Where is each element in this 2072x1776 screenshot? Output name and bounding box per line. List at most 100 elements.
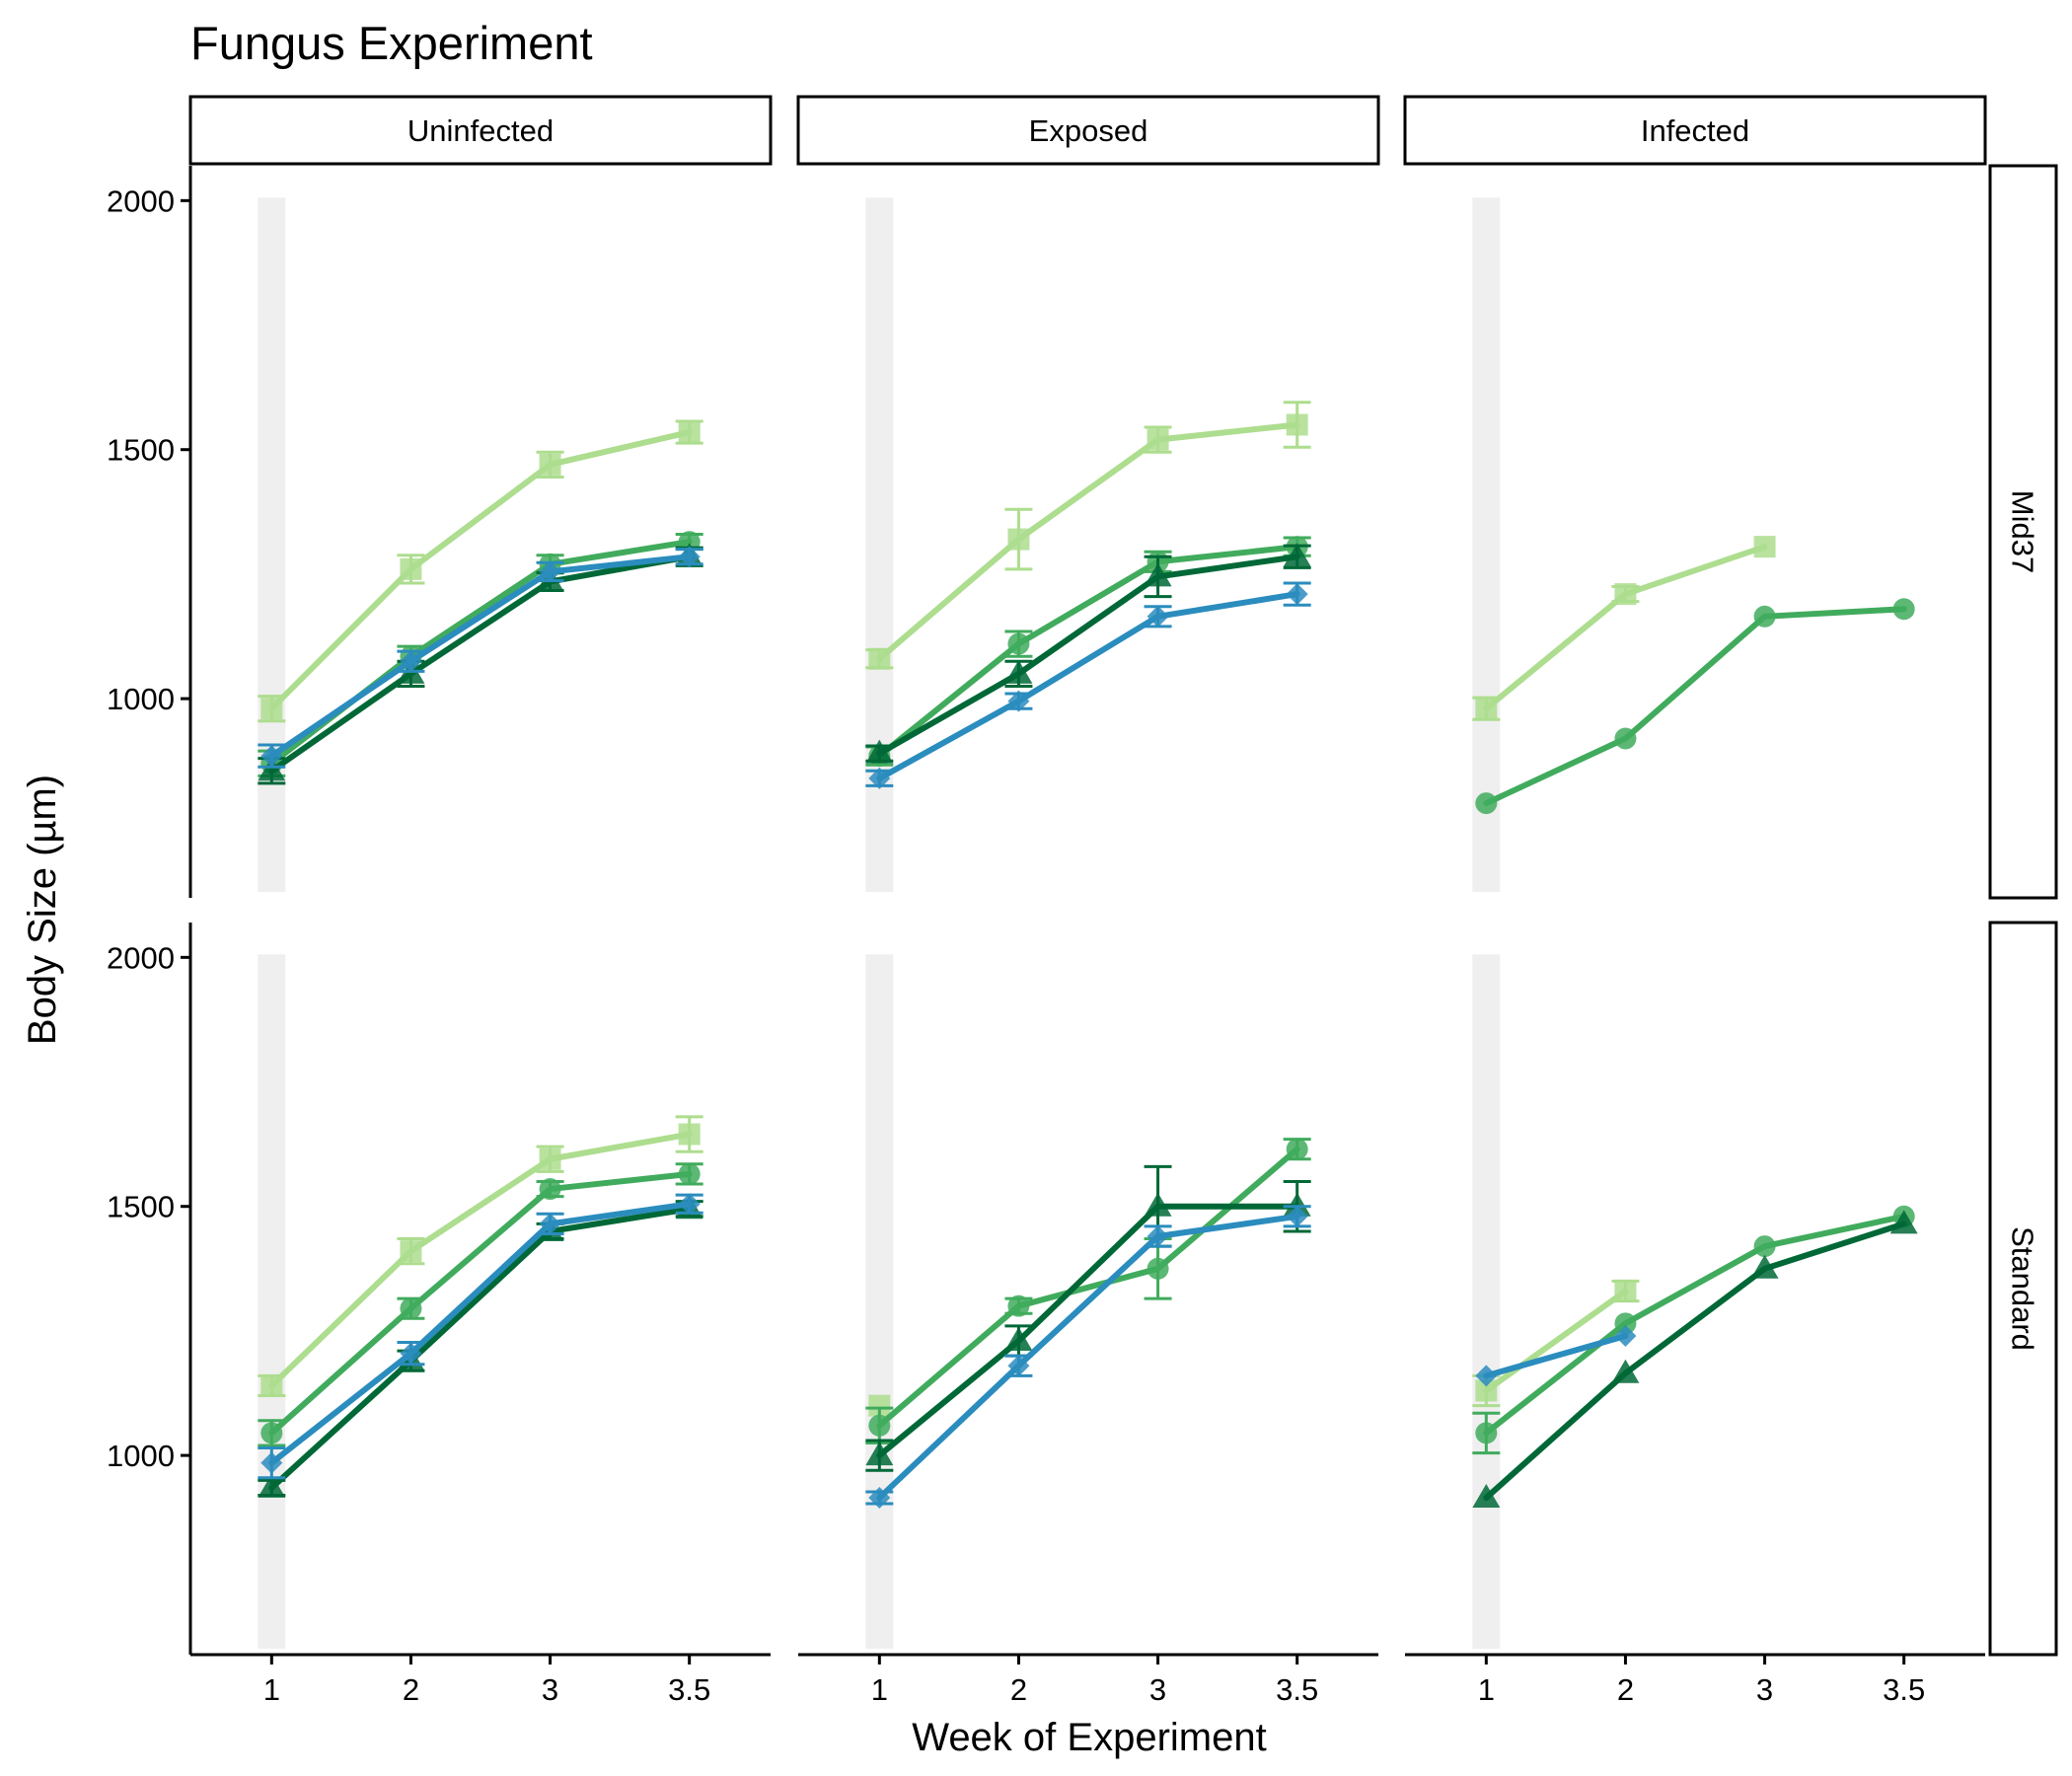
series-line <box>876 1203 1300 1459</box>
data-point-square <box>260 698 283 720</box>
data-point-square <box>1286 413 1308 436</box>
data-point-diamond <box>539 1213 561 1235</box>
data-point-diamond <box>678 546 701 568</box>
highlight-band <box>258 197 286 893</box>
highlight-band <box>258 954 286 1649</box>
y-tick-label: 2000 <box>107 940 175 975</box>
data-point-diamond <box>1007 690 1030 712</box>
data-point-circle <box>678 1162 701 1185</box>
data-point-circle <box>1753 605 1776 628</box>
data-point-diamond <box>1147 605 1169 628</box>
data-point-diamond <box>1475 1365 1498 1387</box>
series-line <box>876 1213 1300 1501</box>
data-point-square <box>678 421 701 444</box>
x-tick-label: 1 <box>263 1672 280 1707</box>
data-point-square <box>1147 428 1169 451</box>
column-strip-infected <box>1403 95 1987 166</box>
data-point-square <box>1475 698 1498 720</box>
x-tick-label: 1 <box>1478 1672 1495 1707</box>
y-axis-title: Body Size (µm) <box>21 775 64 1045</box>
data-point-diamond <box>868 767 891 789</box>
x-tick-label: 2 <box>1617 1672 1634 1707</box>
data-point-triangle <box>1004 659 1033 684</box>
series-line <box>876 421 1300 662</box>
series-line <box>268 554 693 760</box>
data-point-square <box>260 1374 283 1397</box>
series-line <box>876 554 1300 757</box>
x-tick-label: 3.5 <box>1276 1672 1318 1707</box>
data-point-triangle <box>1611 1359 1640 1383</box>
data-point-triangle <box>1889 1210 1918 1234</box>
series-line <box>1483 1221 1907 1501</box>
data-point-square <box>539 453 561 476</box>
data-point-circle <box>539 1178 561 1201</box>
panel-mid37-uninfected <box>258 419 703 785</box>
data-point-square <box>400 1240 422 1263</box>
x-axis-title: Week of Experiment <box>912 1716 1266 1759</box>
panel-standard-uninfected <box>258 1115 703 1498</box>
data-point-circle <box>400 1297 422 1320</box>
column-strip-uninfected <box>188 95 773 166</box>
x-tick-label: 3 <box>1149 1672 1166 1707</box>
y-tick-label: 2000 <box>107 184 175 218</box>
chart-title: Fungus Experiment <box>190 17 593 69</box>
series-line <box>876 591 1300 781</box>
data-point-square <box>1614 583 1637 606</box>
data-point-triangle <box>1283 543 1311 567</box>
panel-standard-exposed <box>865 1138 1311 1509</box>
series-line <box>268 1206 693 1491</box>
data-point-circle <box>1753 1235 1776 1258</box>
x-tick-label: 3.5 <box>668 1672 710 1707</box>
data-point-diamond <box>400 1342 422 1365</box>
highlight-band <box>1472 197 1501 893</box>
data-point-circle <box>1147 1257 1169 1280</box>
series-line <box>1483 606 1907 807</box>
series-line <box>1483 1213 1907 1437</box>
data-point-diamond <box>260 745 283 768</box>
highlight-band <box>1472 954 1501 1649</box>
highlight-band <box>865 954 894 1649</box>
data-point-square <box>868 1394 891 1417</box>
panel-standard-infected <box>1472 1205 1918 1508</box>
y-tick-label: 1000 <box>107 682 175 716</box>
series-line <box>268 554 693 775</box>
data-point-triangle <box>258 757 286 781</box>
data-point-circle <box>260 1422 283 1444</box>
series-line <box>268 429 693 712</box>
y-tick-label: 1000 <box>107 1439 175 1473</box>
series-line <box>876 1146 1300 1429</box>
data-point-triangle <box>258 1473 286 1498</box>
row-strip-mid37 <box>1988 164 2058 900</box>
data-point-triangle <box>865 1442 894 1466</box>
data-point-square <box>1753 536 1776 558</box>
panels-layer: Uninfected Exposed Infected Mid37 Standard 10… <box>107 95 2058 1707</box>
column-strip-label: Infected <box>1641 113 1749 148</box>
column-strip-label: Uninfected <box>407 113 554 148</box>
panel-mid37-infected <box>1472 536 1915 815</box>
row-strip-label: Standard <box>2006 1226 2040 1351</box>
data-point-diamond <box>868 1487 891 1509</box>
data-point-diamond <box>260 1451 283 1474</box>
data-point-triangle <box>1283 1192 1311 1217</box>
series-line <box>876 544 1300 760</box>
series-line <box>1483 1288 1629 1394</box>
data-point-triangle <box>1144 562 1172 587</box>
row-strip-standard <box>1988 921 2058 1657</box>
data-point-diamond <box>1614 1324 1637 1347</box>
x-tick-label: 1 <box>871 1672 888 1707</box>
data-point-square <box>1614 1280 1637 1302</box>
series-line <box>1483 544 1768 712</box>
data-point-diamond <box>400 650 422 673</box>
data-point-circle <box>1614 727 1637 750</box>
column-strip-label: Exposed <box>1029 113 1148 148</box>
x-tick-label: 2 <box>403 1672 419 1707</box>
data-point-triangle <box>865 739 894 764</box>
series-line <box>268 1201 693 1466</box>
x-tick-label: 3.5 <box>1883 1672 1925 1707</box>
data-point-square <box>1475 1379 1498 1402</box>
x-tick-label: 3 <box>542 1672 558 1707</box>
data-point-circle <box>1614 1312 1637 1335</box>
data-point-diamond <box>1286 1205 1308 1227</box>
data-point-circle <box>1475 1422 1498 1444</box>
